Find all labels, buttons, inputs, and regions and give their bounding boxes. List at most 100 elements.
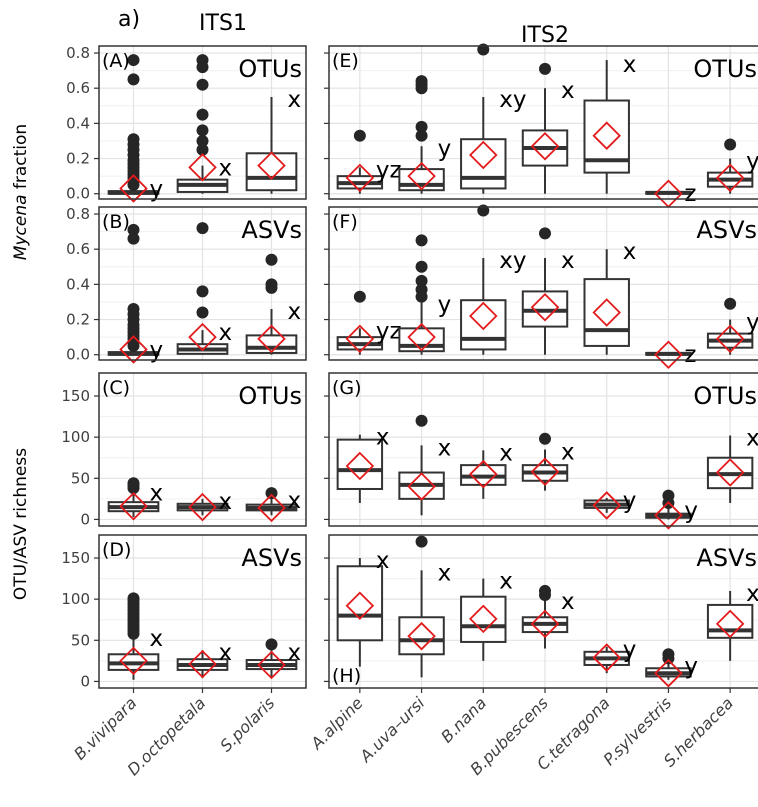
box-body: [583, 278, 630, 347]
mean-diamond: [257, 493, 286, 523]
box-c-tetragona: x: [583, 239, 637, 355]
outlier-point: [127, 303, 140, 315]
mean-diamond: [188, 492, 217, 522]
box-s-polaris: x: [245, 487, 302, 523]
significance-letter: x: [288, 488, 302, 514]
box-b-pubescens: x: [521, 62, 575, 194]
significance-letter: x: [499, 569, 513, 595]
mean-diamond: [407, 161, 436, 191]
outlier-point: [196, 134, 209, 147]
significance-letter: x: [561, 589, 575, 615]
outlier-point: [196, 285, 209, 298]
mean-diamond: [119, 646, 148, 676]
mean-diamond: [715, 324, 745, 354]
box-s-herbacea: x: [706, 426, 758, 503]
x-category-label: A.alpine: [306, 693, 366, 753]
mean-diamond: [592, 491, 621, 520]
significance-letter: y: [438, 136, 452, 162]
significance-letter: y: [150, 338, 164, 364]
panel-border: [98, 45, 307, 200]
outlier-point: [265, 487, 278, 500]
y-axis-label-fraction: Mycena fraction: [11, 124, 31, 260]
outlier-point: [662, 648, 675, 661]
mean-diamond: [345, 451, 375, 481]
outlier-point: [415, 283, 428, 296]
box-c-tetragona: x: [583, 52, 636, 194]
outlier-point: [127, 73, 140, 86]
outlier-point: [353, 290, 366, 303]
outlier-point: [127, 223, 140, 236]
box-b-vivipara: x: [107, 592, 163, 680]
significance-letter: x: [219, 320, 233, 346]
box-b-nana: xy: [460, 43, 527, 194]
mean-diamond: [469, 301, 498, 331]
significance-letter: x: [499, 440, 513, 466]
outlier-point: [662, 489, 675, 502]
outlier-point: [196, 124, 209, 137]
x-category-label: B.nana: [437, 693, 490, 746]
outlier-point: [196, 108, 209, 121]
mean-diamond: [407, 322, 436, 352]
outlier-point: [127, 592, 140, 605]
panel-tag: (G): [332, 377, 362, 399]
significance-letter: x: [376, 425, 390, 451]
y-tick-label: 0.2: [66, 311, 90, 329]
mean-diamond: [257, 650, 286, 680]
significance-letter: y: [623, 637, 637, 663]
mean-diamond: [592, 298, 621, 327]
box-b-nana: x: [460, 569, 513, 661]
significance-letter: x: [561, 78, 575, 104]
box-body: [460, 299, 507, 351]
y-tick-label: 50: [71, 469, 90, 487]
outlier-point: [265, 638, 278, 651]
y-tick-label: 0.8: [66, 205, 90, 223]
box-d-octopetala: x: [176, 640, 233, 679]
significance-letter: x: [288, 87, 302, 113]
x-category-label: B.vivipara: [70, 693, 140, 763]
outlier-point: [127, 232, 140, 245]
metric-label: OTUs: [693, 382, 757, 410]
box-p-sylvestris: z: [645, 179, 697, 208]
outlier-point: [415, 120, 428, 133]
panel-tag: (F): [332, 211, 358, 233]
significance-letter: x: [623, 239, 637, 265]
outlier-point: [415, 75, 428, 88]
box-s-herbacea: yz: [706, 138, 758, 194]
outlier-point: [196, 78, 209, 91]
box-s-herbacea: x: [706, 581, 758, 661]
y-tick-label: 100: [61, 428, 90, 446]
mean-diamond: [188, 649, 217, 679]
mean-diamond: [715, 163, 745, 193]
mean-diamond: [530, 609, 560, 639]
panel-a: 0.0 0.2 0.4 0.6 0.8 y x x (A) OTUs: [66, 44, 307, 203]
outlier-point: [127, 54, 140, 67]
significance-letter: x: [746, 581, 758, 607]
panel-border: [98, 206, 307, 361]
y-tick-label: 0.0: [66, 185, 90, 203]
box-body: [245, 334, 298, 354]
box-s-polaris: x: [245, 253, 302, 355]
metric-label: ASVs: [241, 216, 302, 244]
mean-diamond: [119, 491, 148, 521]
significance-letter: x: [219, 640, 233, 666]
mean-diamond: [592, 643, 621, 672]
box-c-tetragona: y: [583, 637, 637, 674]
y-tick-label: 0: [80, 510, 90, 528]
panel-f: yz y xy x x z yz (F) ASVs: [324, 204, 758, 369]
box-p-sylvestris: y: [645, 489, 698, 530]
panel-g: x x x x y y x (G) OTUs: [324, 372, 758, 530]
outlier-point: [415, 414, 428, 427]
significance-letter: yz: [376, 157, 402, 183]
mean-diamond: [345, 324, 375, 354]
outlier-point: [353, 129, 366, 142]
panel-border: [328, 45, 758, 200]
significance-letter: y: [438, 292, 452, 318]
box-c-tetragona: y: [583, 488, 636, 520]
significance-letter: x: [150, 481, 164, 507]
outlier-point: [539, 227, 551, 240]
significance-letter: x: [746, 426, 758, 452]
mean-diamond: [654, 501, 683, 530]
group-title-its1: ITS1: [199, 11, 247, 36]
significance-letter: x: [288, 299, 302, 325]
box-s-polaris: x: [245, 87, 302, 194]
